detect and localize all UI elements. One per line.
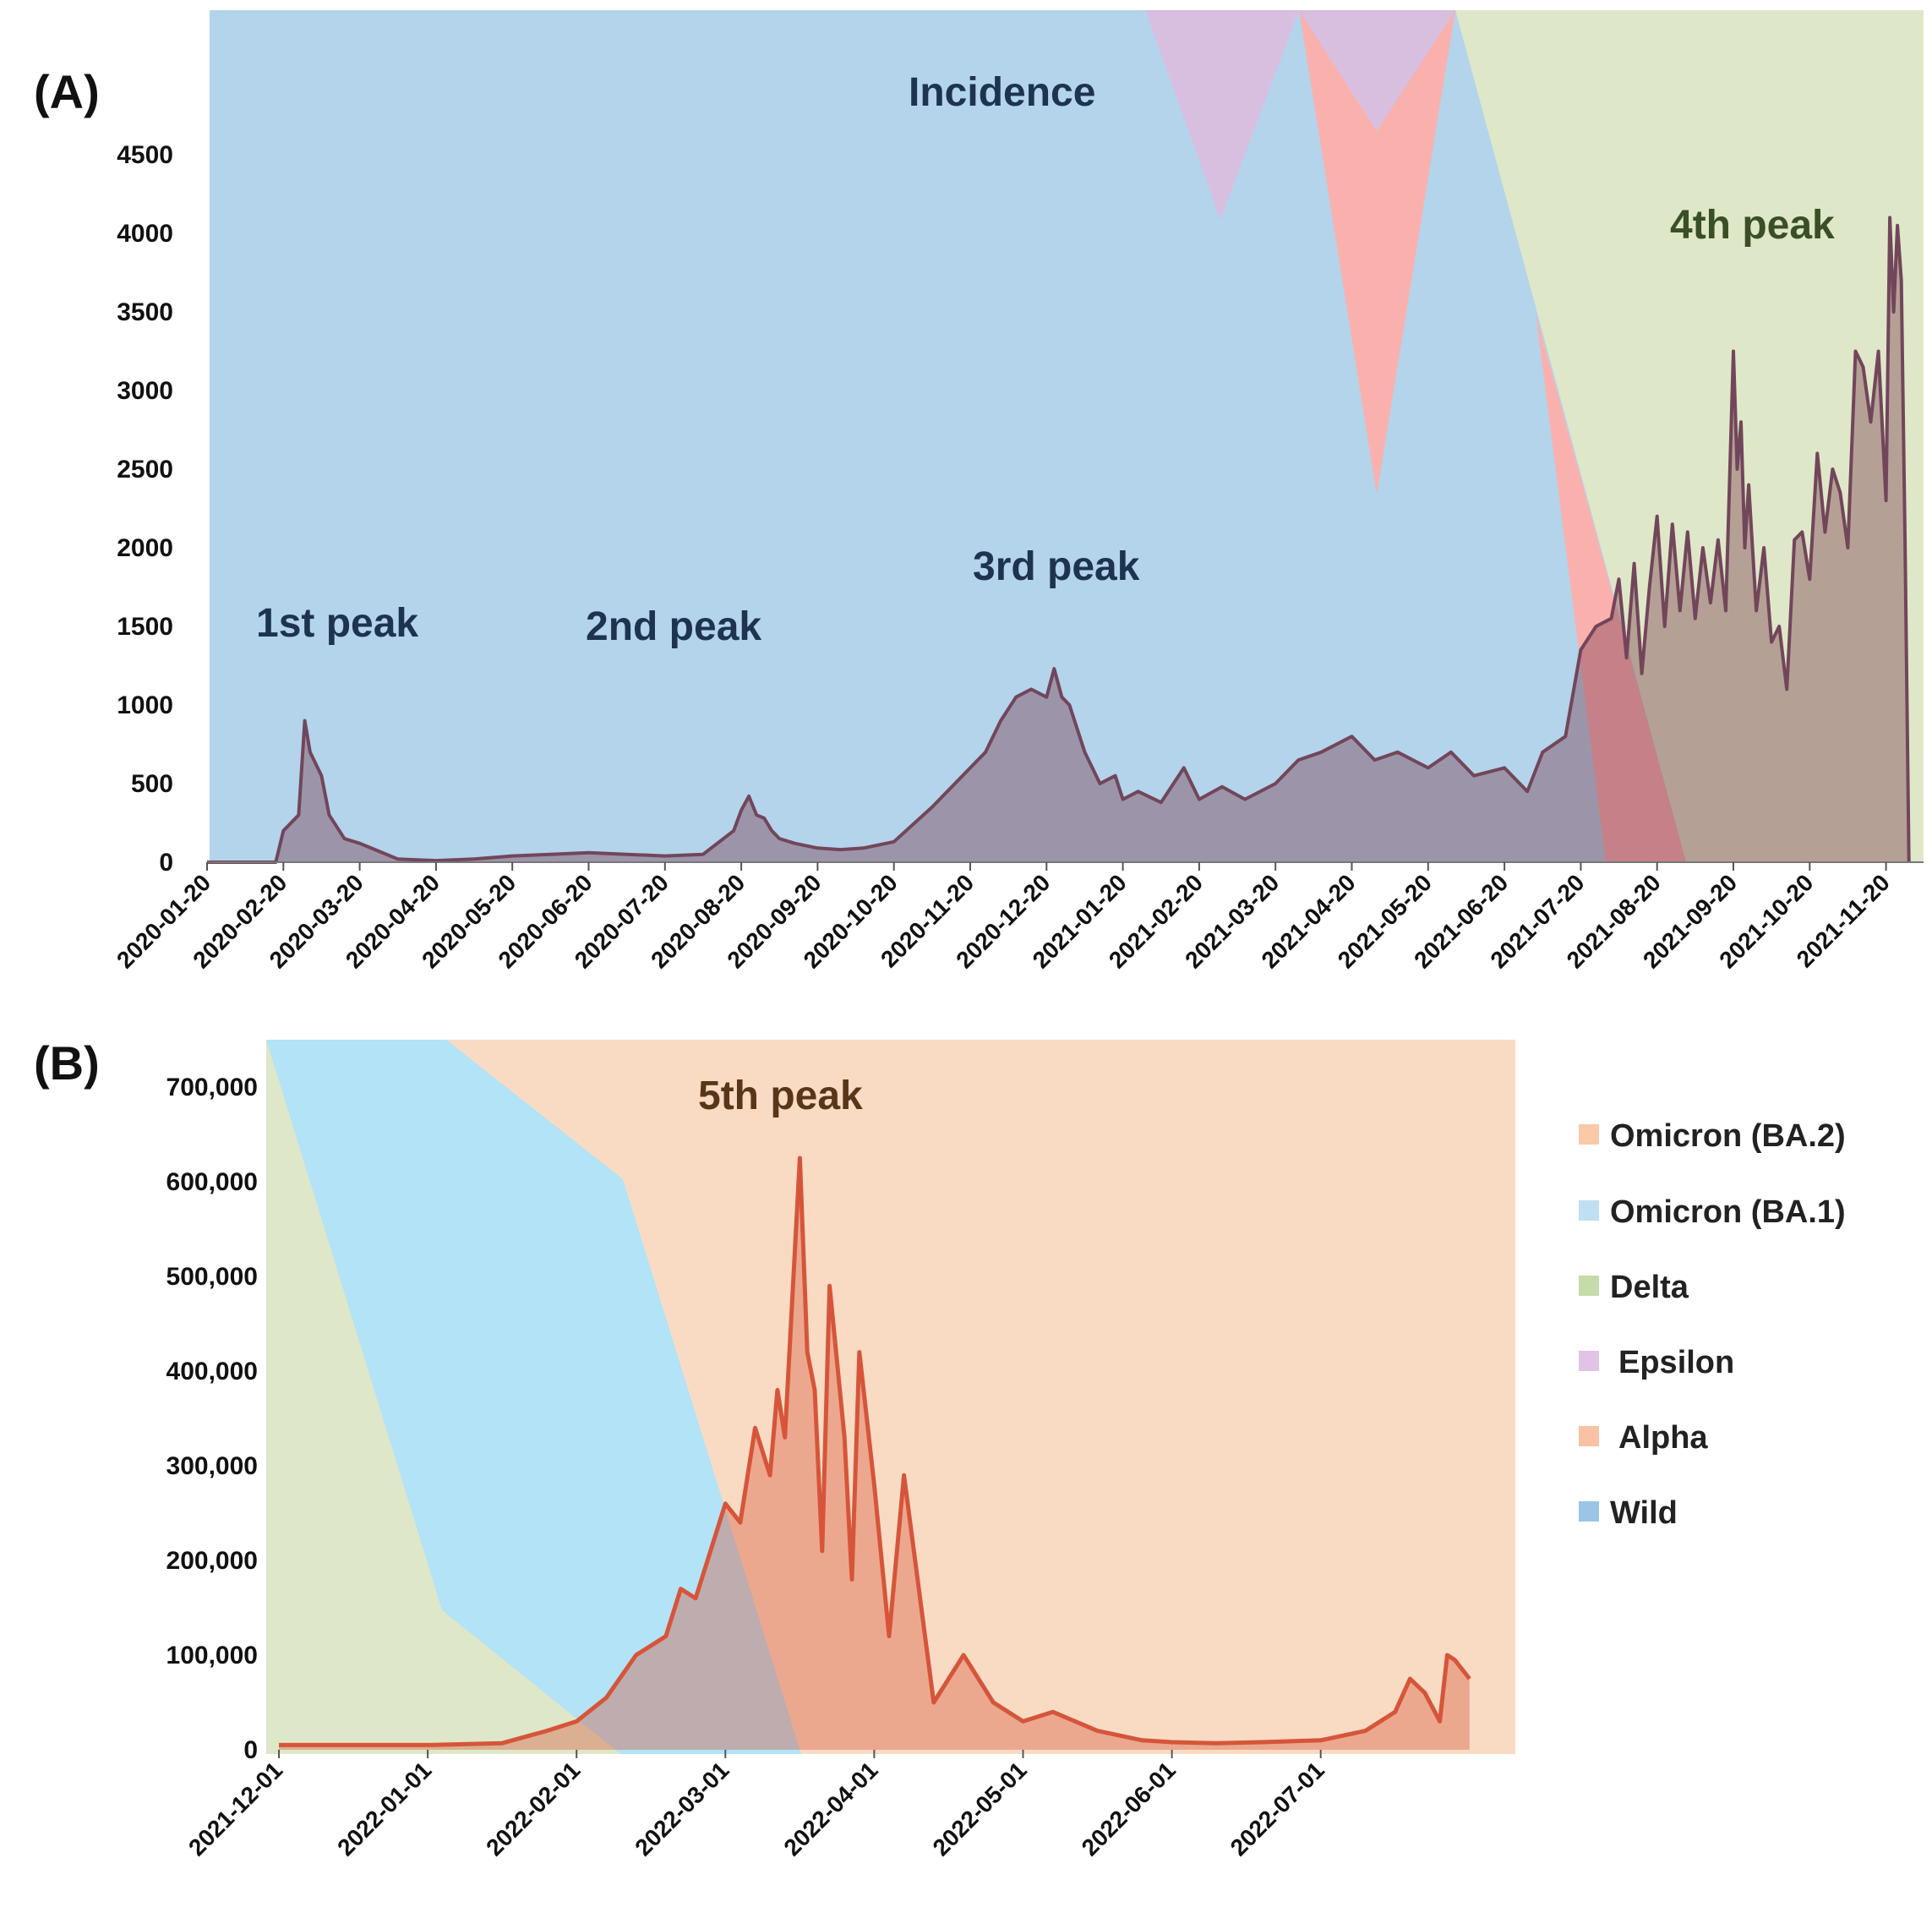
alpha-region-late	[1536, 313, 1686, 862]
y-tick-label: 200,000	[166, 1547, 258, 1575]
legend-label-epsilon: Epsilon	[1618, 1345, 1734, 1380]
legend-label-delta: Delta	[1610, 1270, 1689, 1305]
y-axis-b: 700,000 600,000 500,000 400,000 300,000 200,0…	[166, 1074, 258, 1764]
epsilon-region-2	[1299, 10, 1455, 131]
y-tick-label: 2500	[117, 456, 173, 484]
legend-label-alpha: Alpha	[1618, 1420, 1708, 1456]
annotation-2nd-peak: 2nd peak	[586, 604, 761, 649]
annotation-1st-peak: 1st peak	[256, 601, 418, 646]
incidence-title: Incidence	[909, 70, 1095, 115]
alpha-region-wedge	[1299, 10, 1455, 495]
y-tick-label: 0	[243, 1736, 258, 1764]
legend-swatch-omicron-ba2	[1579, 1124, 1599, 1145]
y-tick-label: 4500	[117, 141, 173, 169]
legend: Omicron (BA.2) Omicron (BA.1) Delta Epsi…	[1579, 1118, 1846, 1531]
y-tick-label: 0	[159, 849, 173, 877]
y-tick-label: 2000	[117, 534, 173, 562]
panel-b-chart: 700,000 600,000 500,000 400,000 300,000 200,0…	[34, 1036, 1515, 1861]
x-tick-label: 2022-03-01	[630, 1757, 734, 1861]
omicron-ba1-region	[266, 1040, 801, 1754]
y-tick-label: 500	[131, 770, 173, 798]
y-tick-label: 1500	[117, 613, 173, 641]
y-axis-a: 4500 4000 3500 3000 2500 2000 1500 1000 500 0	[117, 141, 173, 877]
y-tick-label: 700,000	[166, 1074, 258, 1101]
x-tick-label: 2021-12-01	[183, 1757, 287, 1861]
y-tick-label: 300,000	[166, 1452, 258, 1480]
x-tick-label: 2022-01-01	[332, 1757, 436, 1861]
annotation-5th-peak: 5th peak	[698, 1074, 863, 1118]
annotation-3rd-peak: 3rd peak	[973, 544, 1140, 589]
y-tick-label: 100,000	[166, 1642, 258, 1669]
panel-label-b: (B)	[34, 1036, 100, 1090]
x-axis-labels-a: 2020-01-202020-02-202020-03-202020-04-20…	[112, 862, 1895, 974]
legend-swatch-wild	[1579, 1501, 1599, 1522]
x-tick-label: 2022-05-01	[928, 1757, 1032, 1861]
x-axis-labels-b: 2021-12-01 2022-01-01 2022-02-01 2022-03-01…	[183, 1750, 1329, 1861]
legend-label-wild: Wild	[1610, 1495, 1678, 1531]
legend-swatch-alpha	[1579, 1426, 1599, 1446]
delta-region-b	[266, 1040, 620, 1754]
y-tick-label: 4000	[117, 220, 173, 248]
legend-swatch-epsilon	[1579, 1351, 1599, 1371]
incidence-area-a	[207, 217, 1909, 862]
panel-a-chart: 4500 4000 3500 3000 2500 2000 1500 1000 500 0 202…	[34, 10, 1924, 974]
legend-label-omicron-ba2: Omicron (BA.2)	[1610, 1118, 1846, 1154]
incidence-area-b	[279, 1158, 1470, 1750]
incidence-line-b	[279, 1156, 1471, 1747]
x-tick-label: 2022-04-01	[778, 1757, 882, 1861]
x-tick-label: 2022-06-01	[1077, 1757, 1181, 1861]
delta-region	[1455, 10, 1924, 862]
x-tick-label: 2022-02-01	[481, 1757, 585, 1861]
legend-label-omicron-ba1: Omicron (BA.1)	[1610, 1194, 1846, 1230]
panel-label-a: (A)	[34, 65, 100, 118]
y-tick-label: 3000	[117, 377, 173, 405]
legend-swatch-omicron-ba1	[1579, 1200, 1599, 1221]
y-tick-label: 600,000	[166, 1168, 258, 1196]
legend-swatch-delta	[1579, 1276, 1599, 1296]
epsilon-region-1	[1145, 10, 1299, 220]
y-tick-label: 400,000	[166, 1358, 258, 1385]
incidence-line-a	[207, 216, 1911, 864]
y-tick-label: 1000	[117, 691, 173, 719]
x-tick-label: 2022-07-01	[1225, 1757, 1329, 1861]
y-tick-label: 500,000	[166, 1263, 258, 1291]
annotation-4th-peak: 4th peak	[1670, 203, 1835, 248]
y-tick-label: 3500	[117, 298, 173, 326]
